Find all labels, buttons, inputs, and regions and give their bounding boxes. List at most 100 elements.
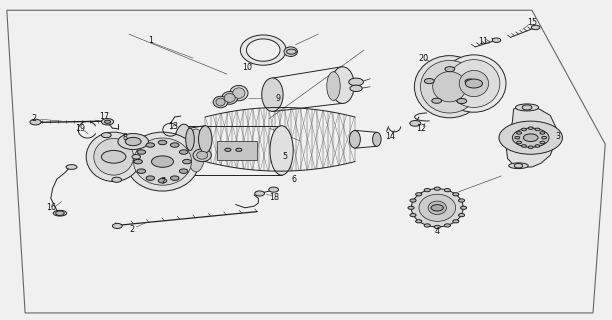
Polygon shape (506, 106, 556, 167)
Circle shape (465, 79, 475, 84)
Text: 2: 2 (129, 225, 135, 234)
Circle shape (521, 145, 526, 147)
Circle shape (444, 188, 450, 192)
Circle shape (540, 141, 545, 144)
Ellipse shape (133, 138, 192, 185)
Text: 2: 2 (32, 114, 37, 123)
Bar (217, 141, 257, 160)
Circle shape (350, 85, 362, 92)
Circle shape (408, 206, 414, 209)
Ellipse shape (262, 78, 283, 111)
Circle shape (514, 164, 523, 168)
Circle shape (515, 136, 520, 139)
Circle shape (137, 169, 146, 173)
Ellipse shape (193, 149, 211, 162)
Circle shape (522, 105, 532, 110)
Circle shape (125, 137, 141, 146)
Ellipse shape (53, 210, 67, 216)
Text: 16: 16 (47, 203, 56, 212)
Ellipse shape (126, 132, 199, 191)
Circle shape (134, 159, 143, 164)
Circle shape (132, 155, 141, 159)
Circle shape (535, 145, 540, 147)
Circle shape (286, 49, 296, 54)
Circle shape (540, 132, 545, 134)
Ellipse shape (94, 139, 133, 175)
Text: 14: 14 (386, 132, 395, 140)
Text: 6: 6 (291, 175, 296, 184)
Circle shape (137, 150, 146, 154)
Text: 19: 19 (75, 124, 85, 133)
Circle shape (465, 79, 482, 88)
Circle shape (528, 146, 533, 148)
Ellipse shape (213, 96, 228, 108)
Ellipse shape (224, 93, 235, 102)
Text: 13: 13 (168, 122, 178, 131)
Circle shape (102, 119, 114, 125)
Circle shape (225, 148, 231, 151)
Circle shape (416, 220, 422, 223)
Circle shape (492, 38, 501, 43)
Circle shape (499, 121, 562, 154)
Circle shape (435, 225, 441, 228)
Circle shape (445, 67, 455, 72)
Circle shape (535, 128, 540, 131)
Circle shape (424, 224, 430, 227)
Circle shape (146, 176, 155, 180)
Circle shape (171, 143, 179, 147)
Circle shape (118, 133, 149, 149)
Ellipse shape (216, 98, 225, 106)
Circle shape (457, 99, 467, 104)
Ellipse shape (442, 55, 506, 112)
Ellipse shape (414, 56, 485, 118)
Circle shape (410, 121, 421, 126)
Circle shape (410, 199, 416, 202)
Ellipse shape (185, 128, 194, 150)
Ellipse shape (233, 88, 245, 98)
Circle shape (444, 224, 450, 227)
Circle shape (460, 206, 466, 209)
Circle shape (112, 177, 122, 182)
Circle shape (146, 143, 155, 147)
Ellipse shape (66, 164, 77, 169)
Circle shape (236, 148, 242, 151)
Text: 12: 12 (416, 124, 426, 132)
Circle shape (179, 150, 188, 154)
Ellipse shape (327, 72, 340, 100)
Ellipse shape (411, 189, 463, 227)
Circle shape (521, 128, 526, 131)
Circle shape (517, 132, 521, 134)
Ellipse shape (241, 35, 286, 65)
Ellipse shape (509, 163, 528, 169)
Ellipse shape (187, 129, 205, 172)
Ellipse shape (196, 151, 207, 159)
Ellipse shape (230, 85, 248, 101)
Circle shape (453, 193, 459, 196)
Circle shape (453, 220, 459, 223)
Text: 11: 11 (478, 37, 488, 46)
Circle shape (424, 188, 430, 192)
Circle shape (269, 187, 278, 192)
Ellipse shape (433, 72, 466, 102)
Circle shape (113, 223, 122, 228)
Text: 4: 4 (435, 227, 440, 236)
Circle shape (56, 211, 64, 215)
Circle shape (517, 141, 521, 144)
Ellipse shape (515, 104, 539, 111)
Circle shape (102, 150, 126, 163)
Ellipse shape (331, 67, 354, 103)
Ellipse shape (173, 124, 195, 177)
Circle shape (416, 193, 422, 196)
Text: 10: 10 (242, 63, 252, 72)
Ellipse shape (420, 60, 479, 113)
Circle shape (542, 136, 547, 139)
Circle shape (159, 179, 167, 183)
Circle shape (435, 187, 441, 190)
Circle shape (349, 78, 364, 86)
Ellipse shape (198, 126, 212, 153)
Circle shape (159, 140, 167, 145)
Circle shape (512, 128, 549, 147)
Circle shape (432, 98, 442, 103)
Text: 8: 8 (122, 133, 127, 142)
Text: 5: 5 (282, 152, 287, 161)
